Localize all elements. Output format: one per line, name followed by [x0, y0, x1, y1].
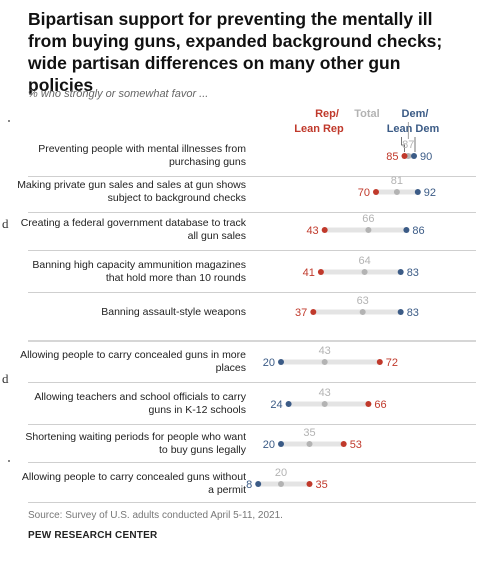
- rep-dot: [376, 359, 383, 365]
- rep-dot: [310, 309, 317, 315]
- total-value: 64: [358, 255, 370, 267]
- dem-dot: [285, 401, 292, 407]
- row-separator: [28, 462, 476, 463]
- row-separator: [28, 340, 476, 342]
- rep-dot: [321, 227, 328, 233]
- total-value: 20: [275, 467, 287, 479]
- row-separator: [28, 250, 476, 251]
- total-dot: [361, 269, 368, 275]
- rep-dot: [401, 153, 408, 159]
- dem-value: 83: [407, 267, 419, 279]
- dem-dot: [278, 441, 284, 447]
- dem-value: 92: [424, 187, 436, 199]
- rep-value: 35: [316, 479, 328, 491]
- dem-value: 83: [407, 307, 419, 319]
- stray-glyph: d: [2, 216, 9, 231]
- rep-value: 37: [295, 307, 307, 319]
- dem-dot: [255, 481, 262, 487]
- rep-dot: [340, 441, 347, 447]
- row-separator: [28, 292, 476, 293]
- total-dot: [359, 309, 366, 315]
- row-separator: [28, 176, 476, 177]
- row-label: Banning high capacity ammunition magazin…: [32, 259, 246, 284]
- rep-value: 53: [350, 439, 362, 451]
- rep-value: 70: [358, 187, 370, 199]
- row-label: Creating a federal government database t…: [20, 217, 246, 242]
- rep-value: 43: [306, 225, 318, 237]
- total-value: 63: [357, 295, 369, 307]
- total-value: 43: [319, 345, 331, 357]
- legend-rep: Rep/: [315, 108, 339, 120]
- dem-dot: [411, 153, 417, 159]
- total-value: 43: [319, 387, 331, 399]
- row-separator: [28, 502, 476, 503]
- total-dot: [306, 441, 313, 447]
- stray-mark: [8, 120, 10, 122]
- rep-dot: [306, 481, 313, 487]
- total-value: 87: [402, 139, 414, 151]
- left-margin: [0, 0, 22, 581]
- stray-glyph: d: [2, 371, 9, 386]
- rep-value: 85: [386, 151, 398, 163]
- row-label: Allowing people to carry concealed guns …: [21, 471, 246, 496]
- row-label: Shortening waiting periods for people wh…: [25, 431, 246, 456]
- legend-total: Total: [354, 108, 379, 120]
- total-value: 81: [391, 175, 403, 187]
- legend-rep: Lean Rep: [294, 123, 344, 135]
- dem-dot: [397, 269, 404, 275]
- dem-value: 20: [263, 439, 275, 451]
- rep-dot: [373, 189, 379, 195]
- dem-dot: [278, 359, 284, 365]
- dem-value: 20: [263, 357, 275, 369]
- dem-dot: [414, 189, 421, 195]
- credit-line: PEW RESEARCH CENTER: [28, 530, 158, 541]
- legend-dem: Lean Dem: [387, 123, 440, 135]
- chart-title: Bipartisan support for preventing the me…: [28, 9, 443, 95]
- rep-dot: [365, 401, 372, 407]
- row-label: Preventing people with mental illnesses …: [38, 143, 246, 168]
- dem-dot: [403, 227, 410, 233]
- dem-value: 24: [270, 399, 282, 411]
- dem-dot: [397, 309, 404, 315]
- dem-value: 8: [246, 479, 252, 491]
- chart-subtitle: % who strongly or somewhat favor ...: [28, 88, 209, 100]
- total-value: 35: [303, 427, 315, 439]
- row-label: Making private gun sales and sales at gu…: [17, 179, 246, 204]
- rep-value: 72: [386, 357, 398, 369]
- total-dot: [278, 481, 284, 487]
- dem-value: 90: [420, 151, 432, 163]
- legend-leader: [401, 137, 405, 152]
- dem-value: 86: [412, 225, 424, 237]
- rep-value: 41: [303, 267, 315, 279]
- source-note: Source: Survey of U.S. adults conducted …: [28, 510, 283, 521]
- row-separator: [28, 424, 476, 425]
- row-separator: [28, 382, 476, 383]
- row-label: Allowing teachers and school officials t…: [34, 391, 246, 416]
- total-value: 66: [362, 213, 374, 225]
- row-label: Allowing people to carry concealed guns …: [20, 349, 246, 374]
- rep-value: 66: [374, 399, 386, 411]
- total-dot: [393, 189, 400, 195]
- total-dot: [365, 227, 372, 233]
- legend-dem: Dem/: [402, 108, 429, 120]
- rep-dot: [317, 269, 324, 275]
- stray-mark: [8, 460, 10, 462]
- row-label: Banning assault-style weapons: [101, 305, 246, 318]
- total-dot: [321, 359, 328, 365]
- total-dot: [321, 401, 328, 407]
- row-separator: [28, 212, 476, 213]
